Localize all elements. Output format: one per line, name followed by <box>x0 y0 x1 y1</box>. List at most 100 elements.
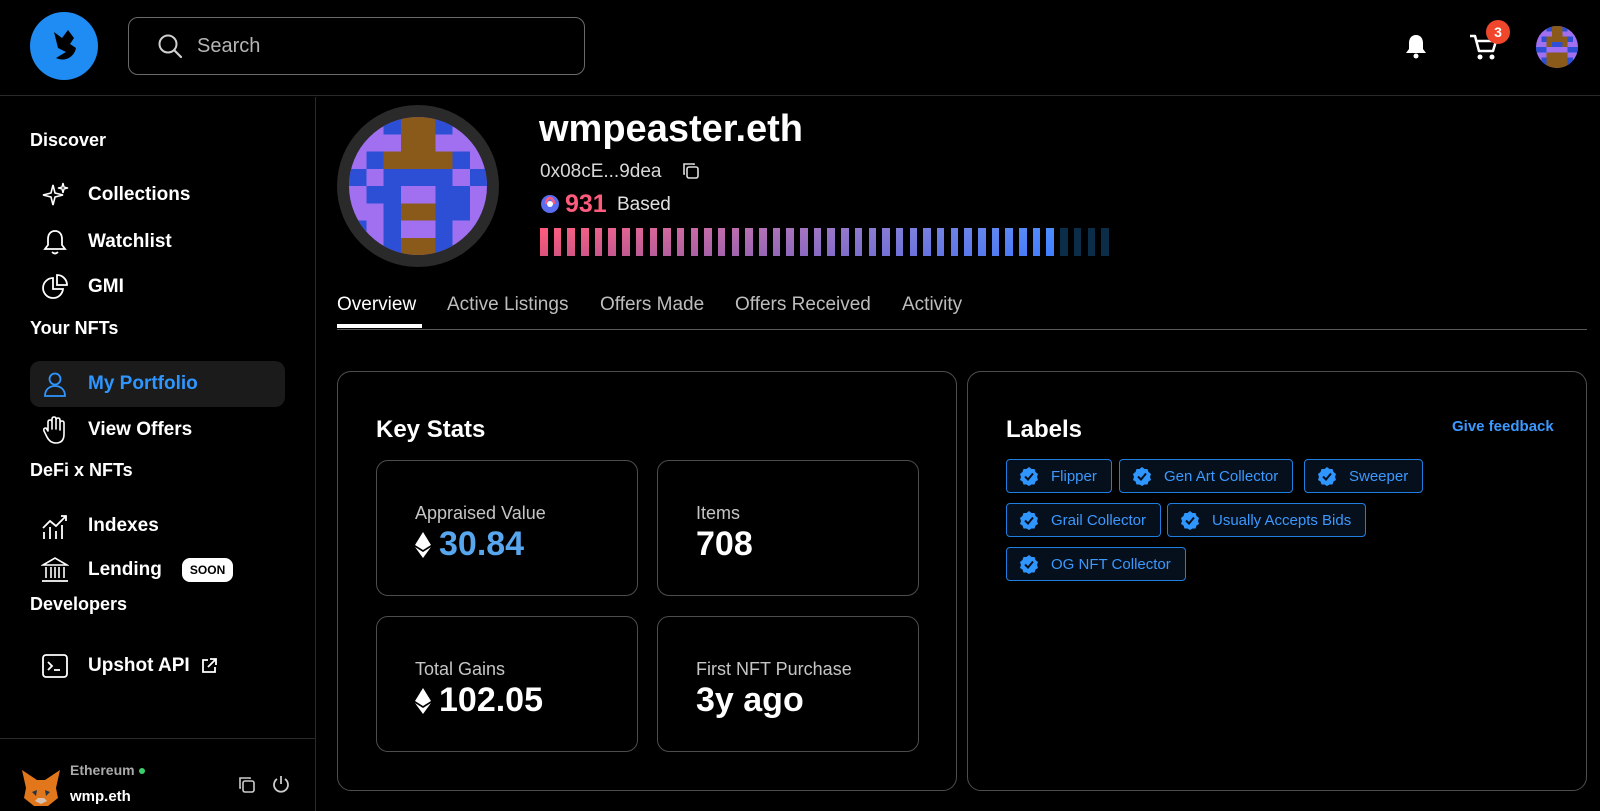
label-pill: Flipper <box>1006 459 1112 493</box>
sidebar-item-portfolio[interactable]: My Portfolio <box>30 361 285 407</box>
score-segment <box>950 228 959 256</box>
total-gains-stat: Total Gains 102.05 <box>376 616 638 752</box>
score-segment <box>608 228 616 256</box>
active-tab-indicator <box>337 324 422 328</box>
score-icon <box>541 195 559 213</box>
first-purchase-stat: First NFT Purchase 3y ago <box>657 616 919 752</box>
pixel-avatar-icon <box>349 117 487 255</box>
score-segment <box>854 228 863 256</box>
wallet-panel <box>0 738 316 811</box>
upshot-logo[interactable] <box>30 12 98 80</box>
external-link-icon <box>201 658 217 673</box>
verified-check-icon <box>1020 467 1038 486</box>
copy-icon[interactable] <box>238 776 256 794</box>
score-segment <box>649 228 657 256</box>
score-segment <box>882 228 890 256</box>
tab-active-listings[interactable]: Active Listings <box>447 294 569 315</box>
labels-title: Labels <box>1006 416 1083 443</box>
sidebar-item-api[interactable]: Upshot API <box>30 643 285 689</box>
bank-icon <box>40 555 70 585</box>
terminal-icon <box>40 651 70 681</box>
stat-label: First NFT Purchase <box>696 659 852 679</box>
verified-check-icon <box>1020 511 1038 530</box>
score-segment <box>676 228 685 256</box>
online-dot <box>138 768 145 775</box>
search-input[interactable] <box>197 34 557 58</box>
sparkles-icon <box>40 180 70 210</box>
score-segment <box>745 228 753 256</box>
search-icon <box>158 34 183 59</box>
stat-value: 3y ago <box>696 681 804 719</box>
sidebar-item-collections[interactable]: Collections <box>30 172 285 218</box>
key-stats-card <box>337 371 957 791</box>
labels-card <box>967 371 1587 791</box>
wallet-name: wmp.eth <box>70 788 131 805</box>
score-segment <box>772 228 781 256</box>
verified-check-icon <box>1133 467 1151 486</box>
score-segment <box>704 228 712 256</box>
profile-name: wmpeaster.eth <box>539 108 803 150</box>
score-segment <box>1032 228 1041 256</box>
appraised-value-stat: Appraised Value 30.84 <box>376 460 638 596</box>
sidebar-item-label: Watchlist <box>88 231 172 252</box>
score-segment <box>1087 228 1095 256</box>
label-text: Usually Accepts Bids <box>1212 511 1352 529</box>
cart-count-badge: 3 <box>1486 20 1510 44</box>
tab-offers-received[interactable]: Offers Received <box>735 294 871 315</box>
items-stat: Items 708 <box>657 460 919 596</box>
section-defi: DeFi x NFTs <box>30 460 133 480</box>
score-meter <box>540 228 1109 256</box>
sidebar-item-offers[interactable]: View Offers <box>30 407 285 453</box>
give-feedback-link[interactable]: Give feedback <box>1452 418 1554 435</box>
tab-activity[interactable]: Activity <box>902 294 963 315</box>
sidebar-item-indexes[interactable]: Indexes <box>30 503 285 549</box>
stat-label: Appraised Value <box>415 503 546 523</box>
power-icon[interactable] <box>272 775 290 793</box>
sidebar-item-gmi[interactable]: GMI <box>30 264 285 310</box>
bell-icon[interactable] <box>1402 32 1430 60</box>
label-text: Gen Art Collector <box>1164 467 1279 485</box>
score-segment <box>978 228 986 256</box>
score-segment <box>635 228 644 256</box>
score-segment <box>1101 228 1109 256</box>
score-segment <box>1019 228 1027 256</box>
score-segment <box>813 228 822 256</box>
hand-icon <box>40 415 70 445</box>
tab-offers-made[interactable]: Offers Made <box>600 294 705 315</box>
verified-check-icon <box>1318 467 1336 486</box>
sidebar-item-label: Upshot API <box>88 655 190 676</box>
eth-icon <box>415 531 431 558</box>
sidebar-item-label: GMI <box>88 276 124 297</box>
score-segment <box>731 228 740 256</box>
label-text: Flipper <box>1051 467 1097 485</box>
label-text: OG NFT Collector <box>1051 555 1171 573</box>
sidebar <box>0 97 316 811</box>
sidebar-item-lending[interactable]: Lending SOON <box>30 547 285 593</box>
score-segment <box>800 228 808 256</box>
label-text: Sweeper <box>1349 467 1409 485</box>
score-segment <box>991 228 1000 256</box>
score-segment <box>663 228 671 256</box>
score-segment <box>622 228 630 256</box>
sidebar-item-watchlist[interactable]: Watchlist <box>30 219 285 265</box>
profile-tabs: Overview Active Listings Offers Made Off… <box>337 290 1587 330</box>
label-pill: Sweeper <box>1304 459 1424 493</box>
score-segment <box>759 228 767 256</box>
label-pill: Grail Collector <box>1006 503 1162 537</box>
section-your-nfts: Your NFTs <box>30 318 119 338</box>
score-value: 931 <box>565 190 607 218</box>
tab-overview[interactable]: Overview <box>337 294 417 315</box>
score-segment <box>841 228 849 256</box>
sidebar-item-label: My Portfolio <box>88 373 198 394</box>
user-avatar[interactable] <box>1536 26 1578 68</box>
score-segment <box>923 228 931 256</box>
top-bar <box>0 0 1600 96</box>
stat-value: 102.05 <box>415 681 543 720</box>
wallet-network: Ethereum <box>70 762 145 778</box>
copy-address-icon[interactable] <box>682 162 700 180</box>
logo-icon <box>54 30 76 60</box>
search-bar[interactable] <box>128 17 585 75</box>
verified-check-icon <box>1020 555 1038 574</box>
label-pill: Gen Art Collector <box>1119 459 1294 493</box>
key-stats-title: Key Stats <box>376 416 486 443</box>
